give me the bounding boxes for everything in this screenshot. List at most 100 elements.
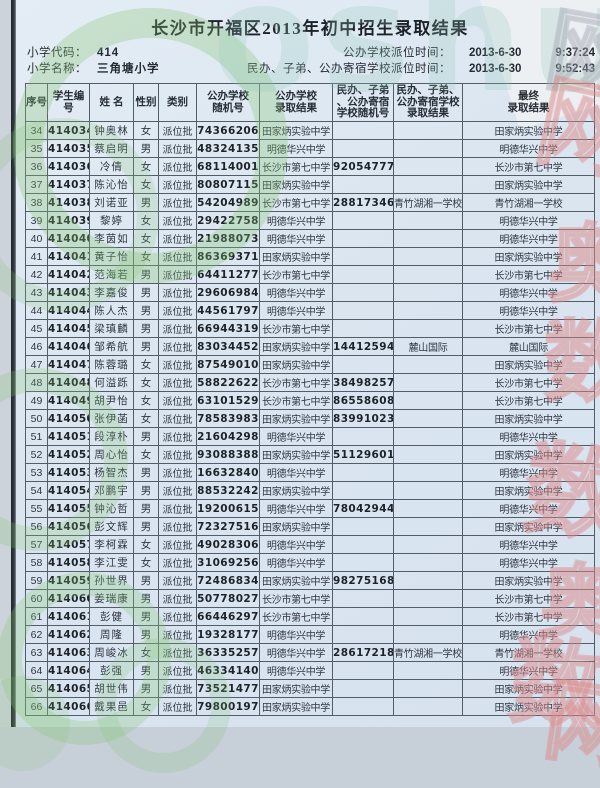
cell-final-result: 田家炳实验中学 <box>462 355 595 374</box>
cell-student-id: 414049 <box>47 391 90 410</box>
header-name: 姓 名 <box>89 83 134 122</box>
header-student-id: 学生编号 <box>47 83 90 122</box>
cell-private-result <box>393 427 463 446</box>
cell-no: 52 <box>25 445 48 464</box>
cell-name: 胡世伟 <box>89 679 134 698</box>
cell-private-random <box>332 661 394 680</box>
cell-final-result: 田家炳实验中学 <box>462 571 595 590</box>
cell-student-id: 414051 <box>47 427 90 446</box>
cell-private-result <box>393 355 463 374</box>
document-content: 长沙市开福区2013年初中招生录取结果 小学代码： 414 小学名称： 三角塘小学 … <box>25 6 595 716</box>
cell-student-id: 414059 <box>47 571 90 590</box>
cell-no: 66 <box>25 697 48 716</box>
cell-final-result: 明德华兴中学 <box>462 139 595 158</box>
table-row: 35 414035 蔡启明 男 派位批 48324135 明德华兴中学 明德华兴… <box>25 139 595 158</box>
cell-final-result: 长沙市第七中学 <box>462 607 595 626</box>
cell-final-result: 田家炳实验中学 <box>462 517 595 536</box>
table-row: 62 414062 周隆 男 派位批 19328177 明德华兴中学 明德华兴中… <box>25 625 595 644</box>
cell-student-id: 414040 <box>47 229 90 248</box>
cell-public-random: 48324135 <box>196 139 260 158</box>
cell-private-random <box>332 517 394 536</box>
cell-public-random: 49028306 <box>196 535 260 554</box>
cell-private-result <box>393 175 463 194</box>
cell-no: 48 <box>25 373 48 392</box>
cell-private-random: 98275168 <box>332 571 394 590</box>
cell-gender: 女 <box>133 697 159 716</box>
cell-student-id: 414044 <box>47 301 90 320</box>
cell-public-random: 16632840 <box>196 463 260 482</box>
cell-private-random <box>332 535 394 554</box>
school-code-row: 小学代码： 414 <box>27 45 160 61</box>
cell-category: 派位批 <box>158 247 197 266</box>
cell-student-id: 414036 <box>47 157 90 176</box>
cell-private-random <box>332 211 394 230</box>
public-time-clock: 9:37:24 <box>555 47 595 59</box>
cell-public-result: 长沙市第七中学 <box>259 193 333 212</box>
cell-final-result: 明德华兴中学 <box>462 283 595 302</box>
cell-category: 派位批 <box>158 301 197 320</box>
cell-public-result: 田家炳实验中学 <box>259 247 333 266</box>
cell-name: 陈蓉璐 <box>89 355 134 374</box>
cell-student-id: 414060 <box>47 589 90 608</box>
cell-no: 64 <box>25 661 48 680</box>
cell-public-result: 长沙市第七中学 <box>259 157 333 176</box>
table-row: 57 414057 李柯霖 女 派位批 49028306 明德华兴中学 明德华兴… <box>25 535 595 554</box>
table-row: 55 414055 钟沁哲 男 派位批 19200615 明德华兴中学 7804… <box>25 499 595 518</box>
cell-public-result: 长沙市第七中学 <box>259 607 333 626</box>
cell-category: 派位批 <box>158 499 197 518</box>
cell-private-random: 14412594 <box>332 337 394 356</box>
cell-category: 派位批 <box>158 463 197 482</box>
cell-name: 梁瑱麟 <box>89 319 134 338</box>
allocation-time-block: 公办学校派位时间： 2013-6-30 9:37:24 民办、子弟、公办寄宿学校… <box>247 45 595 77</box>
cell-public-result: 明德华兴中学 <box>259 499 333 518</box>
cell-final-result: 田家炳实验中学 <box>462 481 595 500</box>
paper-left-edge-shadow <box>11 0 16 727</box>
cell-student-id: 414039 <box>47 211 90 230</box>
cell-gender: 男 <box>133 607 159 626</box>
cell-public-random: 83034452 <box>196 337 260 356</box>
cell-student-id: 414058 <box>47 553 90 572</box>
cell-public-random: 63101529 <box>196 391 260 410</box>
cell-category: 派位批 <box>158 283 197 302</box>
cell-gender: 男 <box>133 283 159 302</box>
cell-gender: 女 <box>133 535 159 554</box>
cell-name: 陈人杰 <box>89 301 134 320</box>
cell-public-random: 44561797 <box>196 301 260 320</box>
cell-public-random: 66446297 <box>196 607 260 626</box>
admission-results-table: 序号 学生编号 姓 名 性别 类别 公办学校 随机号 公办学校 录取结果 民办、… <box>25 83 595 716</box>
cell-final-result: 田家炳实验中学 <box>462 697 595 716</box>
cell-public-result: 田家炳实验中学 <box>259 571 333 590</box>
table-row: 58 414058 李江雯 女 派位批 31069256 明德华兴中学 明德华兴… <box>25 553 595 572</box>
cell-name: 黄子怡 <box>89 247 134 266</box>
cell-gender: 男 <box>133 625 159 644</box>
table-row: 53 414053 杨智杰 男 派位批 16632840 明德华兴中学 明德华兴… <box>25 463 595 482</box>
table-row: 47 414047 陈蓉璐 女 派位批 87549010 田家炳实验中学 田家炳… <box>25 355 595 374</box>
cell-category: 派位批 <box>158 391 197 410</box>
table-row: 34 414034 钟奥林 女 派位批 74366206 田家炳实验中学 田家炳… <box>25 121 595 140</box>
cell-name: 李茵如 <box>89 229 134 248</box>
cell-name: 张伊菡 <box>89 409 134 428</box>
cell-private-result <box>393 625 463 644</box>
cell-private-random: 38498257 <box>332 373 394 392</box>
table-row: 60 414060 姜瑞康 男 派位批 50778027 长沙市第七中学 长沙市… <box>25 589 595 608</box>
cell-name: 杨智杰 <box>89 463 134 482</box>
cell-final-result: 明德华兴中学 <box>462 661 595 680</box>
cell-no: 39 <box>25 211 48 230</box>
cell-student-id: 414063 <box>47 643 90 662</box>
cell-no: 49 <box>25 391 48 410</box>
cell-public-random: 54204989 <box>196 193 260 212</box>
cell-public-random: 19200615 <box>196 499 260 518</box>
cell-private-random <box>332 301 394 320</box>
cell-private-random <box>332 283 394 302</box>
cell-gender: 男 <box>133 679 159 698</box>
cell-gender: 男 <box>133 661 159 680</box>
cell-no: 38 <box>25 193 48 212</box>
cell-private-result <box>393 139 463 158</box>
cell-public-result: 明德华兴中学 <box>259 229 333 248</box>
cell-student-id: 414056 <box>47 517 90 536</box>
public-time-row: 公办学校派位时间： 2013-6-30 9:37:24 <box>247 45 595 61</box>
cell-category: 派位批 <box>158 265 197 284</box>
cell-name: 刘诺亚 <box>89 193 134 212</box>
cell-final-result: 明德华兴中学 <box>462 625 595 644</box>
cell-name: 钟沁哲 <box>89 499 134 518</box>
